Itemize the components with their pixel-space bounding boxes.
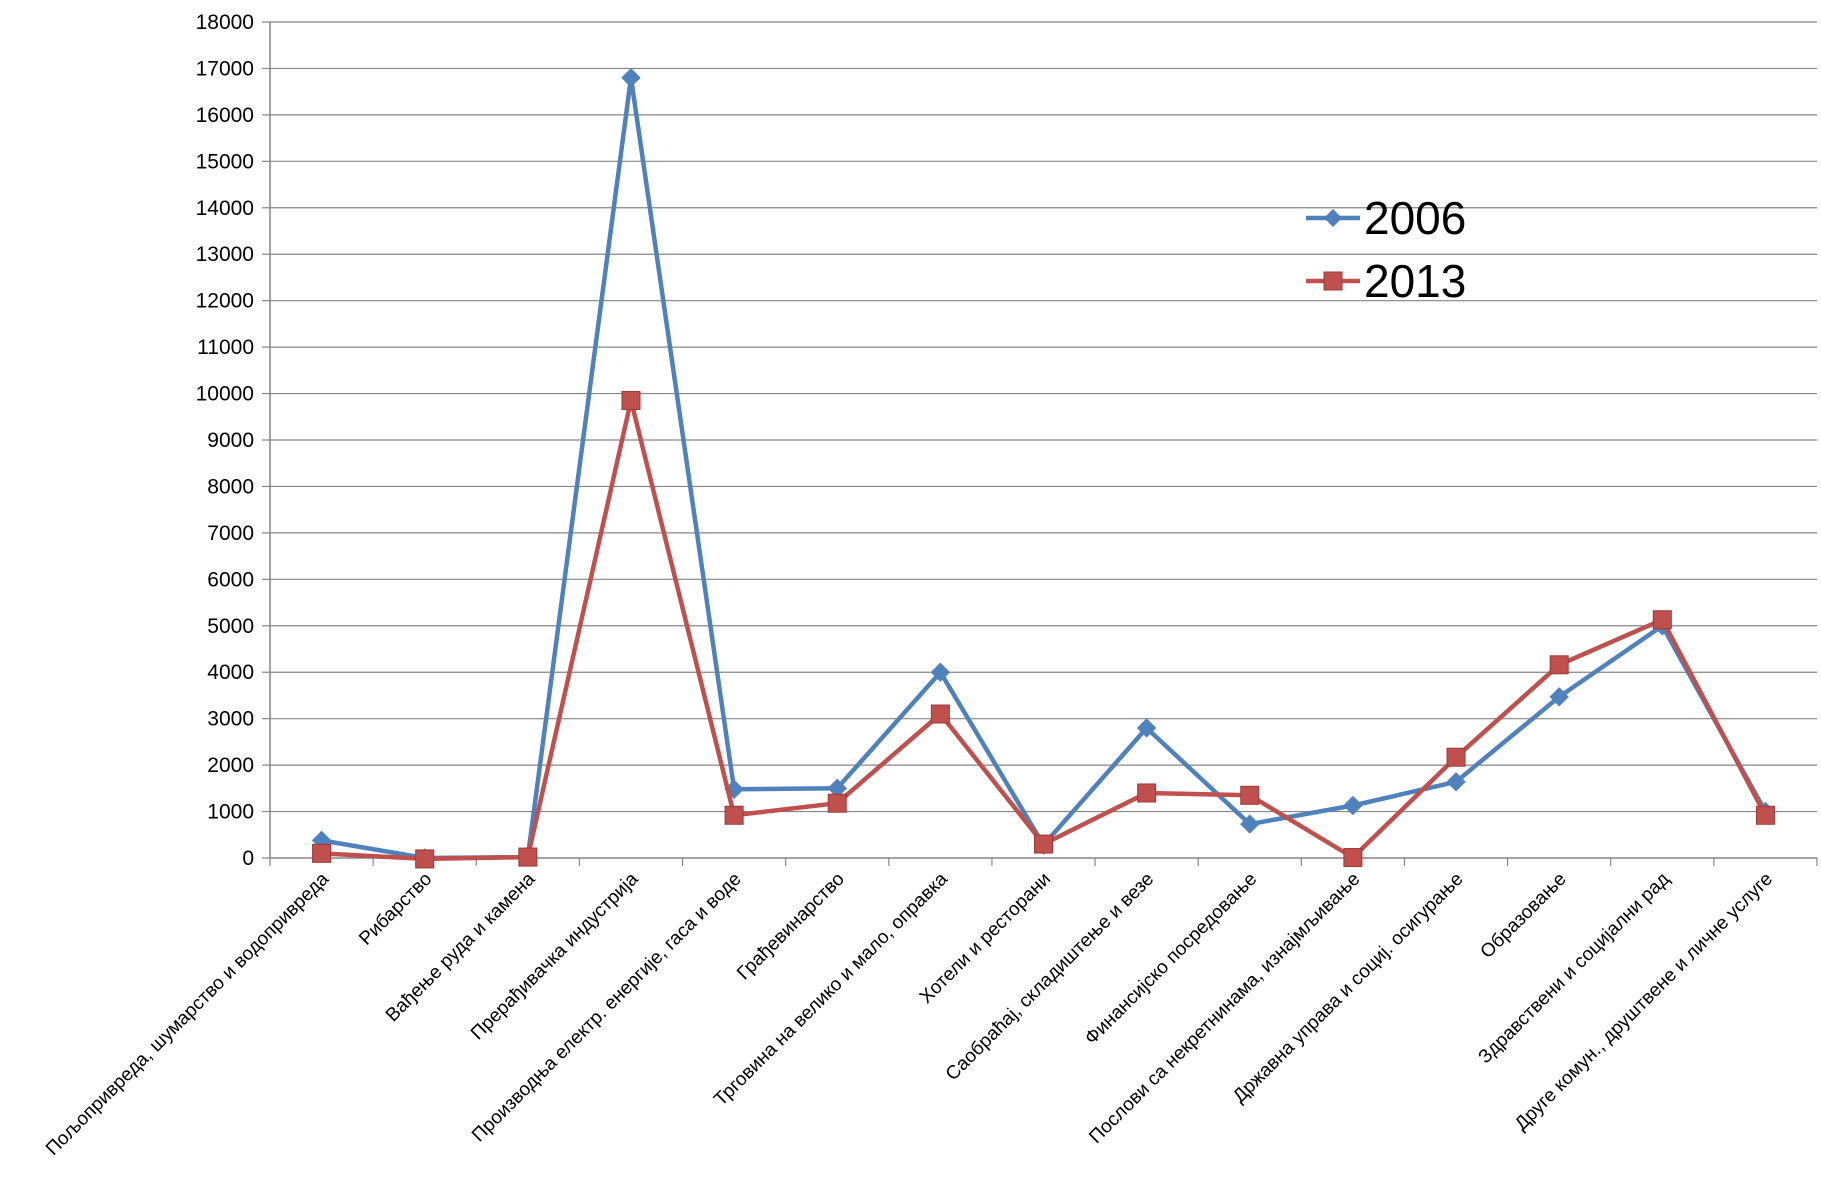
data-point-2013	[1652, 610, 1672, 630]
data-point-2006	[930, 662, 951, 682]
data-point-2006	[1136, 718, 1157, 738]
y-tick-label: 9000	[207, 429, 254, 452]
y-tick-label: 10000	[196, 383, 254, 406]
data-point-2006	[621, 68, 641, 88]
data-point-2013	[1446, 747, 1466, 767]
data-point-2006	[1446, 772, 1466, 792]
y-tick-label: 1000	[207, 801, 254, 824]
y-tick-label: 15000	[196, 150, 254, 173]
data-point-2013	[312, 843, 332, 863]
y-tick-label: 2000	[207, 754, 254, 777]
data-point-2013	[1137, 783, 1157, 803]
y-tick-label: 3000	[207, 708, 254, 731]
legend: 2006 2013	[1306, 192, 1466, 307]
data-point-2013	[1034, 834, 1053, 854]
y-tick-label: 8000	[207, 475, 254, 498]
x-tick-label: Здравствени и социјални рад	[1475, 869, 1674, 1068]
y-tick-label: 0	[242, 847, 254, 870]
data-point-2013	[415, 849, 435, 869]
x-tick-label: Грађевинарство	[733, 869, 849, 985]
data-point-2006	[1240, 814, 1260, 834]
legend-marker-2013	[1323, 271, 1343, 291]
data-point-2013	[1240, 785, 1260, 805]
y-tick-label: 16000	[196, 104, 254, 127]
y-tick-label: 11000	[197, 336, 254, 359]
data-point-2013	[621, 391, 641, 411]
data-point-2013	[827, 793, 847, 813]
gridlines	[270, 21, 1817, 813]
x-tick-label: Пољопривреда, шумарство и водопривреда	[42, 868, 333, 1159]
data-point-2013	[518, 847, 538, 867]
data-point-2013	[1549, 655, 1569, 675]
legend-label-2013: 2013	[1364, 255, 1466, 307]
y-tick-label: 18000	[196, 11, 254, 34]
x-tick-label: Рибарство	[355, 869, 436, 950]
x-axis-tick-labels: Пољопривреда, шумарство и водопривреда Ри…	[42, 868, 1777, 1159]
data-point-2013	[724, 805, 744, 825]
series-line-2006	[321, 75, 1768, 861]
x-tick-label: Прерађивачка индустрија	[467, 868, 643, 1044]
series-lines	[311, 68, 1776, 869]
y-tick-label: 7000	[207, 522, 254, 545]
y-tick-label: 17000	[196, 57, 254, 80]
legend-label-2006: 2006	[1364, 192, 1466, 244]
x-tick-label: Образовање	[1477, 869, 1571, 963]
y-tick-label: 12000	[196, 290, 254, 313]
x-tick-label: Саобраћај, складиштење и везе	[942, 869, 1158, 1085]
axes	[262, 21, 1818, 866]
data-point-2006	[1343, 795, 1363, 816]
data-point-2006	[1549, 687, 1569, 707]
y-axis-tick-labels: 0 1000 2000 3000 4000 5000 6000 7000 8000 9000 100…	[196, 11, 254, 870]
y-tick-label: 14000	[196, 197, 254, 220]
x-tick-label: Финансијско посредовање	[1081, 869, 1261, 1049]
y-tick-label: 4000	[207, 661, 254, 684]
legend-marker-2006	[1324, 209, 1342, 227]
data-point-2013	[1343, 848, 1363, 868]
y-tick-label: 6000	[207, 568, 254, 591]
x-tick-label: Трговина на велико и мало, оправка	[710, 868, 952, 1110]
data-point-2013	[1755, 805, 1775, 825]
y-tick-label: 13000	[196, 243, 254, 266]
y-tick-label: 5000	[207, 615, 254, 638]
data-point-2013	[930, 704, 950, 724]
x-tick-label: Државна управа и социј. осигурање	[1229, 869, 1467, 1107]
